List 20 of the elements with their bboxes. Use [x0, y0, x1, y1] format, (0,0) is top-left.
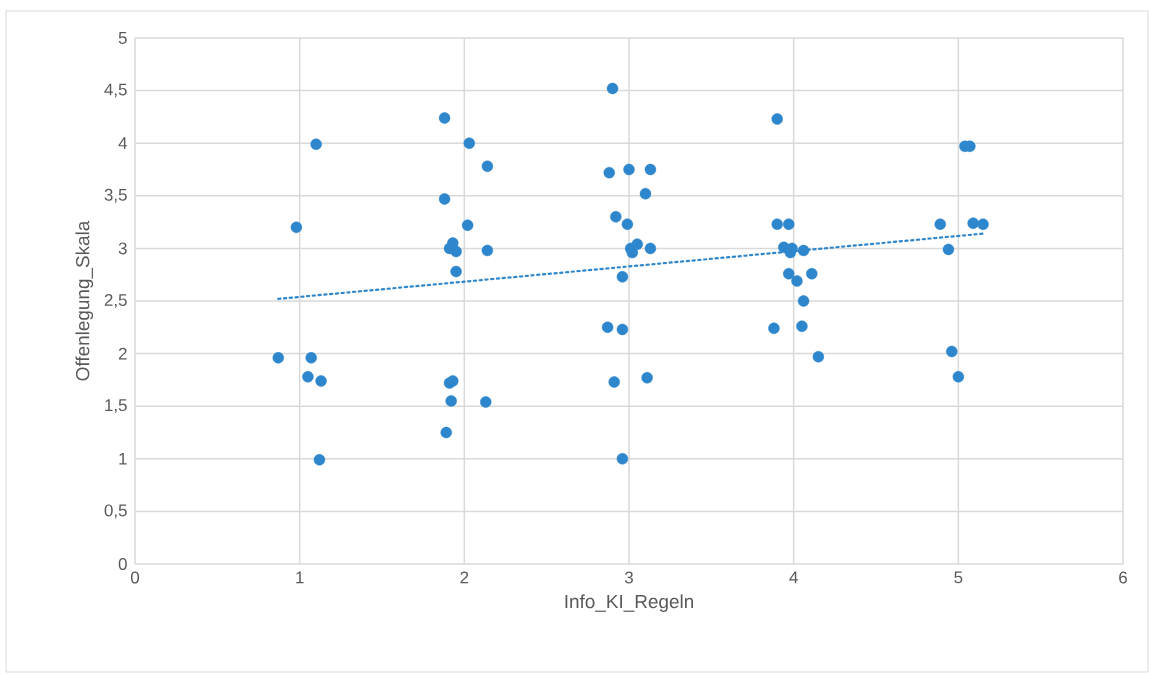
x-tick-label: 5	[954, 571, 963, 584]
y-tick-label: 0,5	[104, 504, 127, 519]
x-tick-label: 6	[1119, 571, 1127, 584]
y-tick-label: 3,5	[104, 188, 127, 203]
y-tick-label: 1	[119, 452, 127, 465]
x-tick-label: 1	[296, 571, 304, 584]
y-tick-label: 3	[118, 242, 127, 255]
y-tick-label: 2	[118, 347, 127, 360]
x-tick-label: 2	[460, 571, 469, 584]
y-tick-label: 5	[118, 32, 127, 44]
x-axis-title: Info_KI_Regeln	[565, 594, 694, 612]
y-axis-title: Offenlegung_Skala	[75, 220, 94, 381]
x-tick-label: 4	[789, 571, 798, 584]
y-tick-label: 0	[118, 557, 127, 570]
y-tick-label: 4	[118, 137, 127, 150]
y-tick-label: 2,5	[104, 293, 127, 308]
x-tick-label: 0	[130, 571, 140, 584]
x-tick-label: 3	[624, 571, 633, 584]
y-tick-label: 1,5	[105, 399, 127, 414]
y-tick-label: 4,5	[104, 83, 127, 98]
